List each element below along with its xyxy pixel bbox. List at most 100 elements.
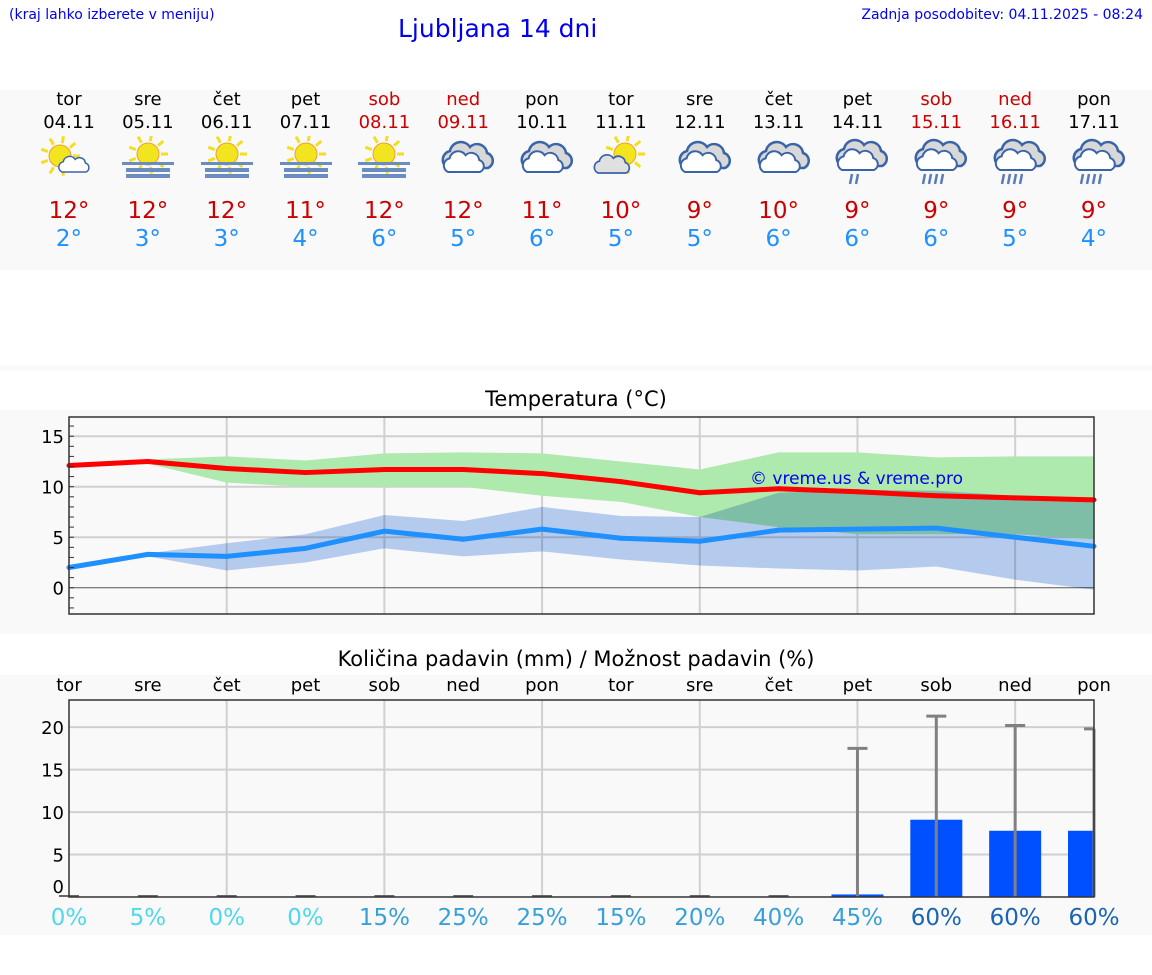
day-max-temp: 10° bbox=[600, 198, 642, 224]
day-weekday: čet bbox=[212, 89, 241, 110]
min-temp-segment bbox=[460, 526, 545, 542]
day-max-temp: 12° bbox=[442, 198, 484, 224]
day-max-temp: 10° bbox=[758, 198, 799, 224]
x-tick-label: pon bbox=[525, 675, 559, 696]
spacer-panel bbox=[0, 365, 1152, 371]
max-temp-segment bbox=[697, 486, 782, 496]
min-temp-segment bbox=[539, 526, 624, 541]
min-temp-segment bbox=[1012, 534, 1097, 549]
day-weekday: pet bbox=[290, 89, 321, 110]
cloudy-icon bbox=[661, 136, 739, 186]
precip-chance-label: 60% bbox=[910, 905, 962, 931]
day-min-temp: 3° bbox=[213, 226, 240, 252]
day-max-temp: 12° bbox=[48, 198, 90, 224]
day-weekday: sre bbox=[134, 89, 162, 110]
precip-chance-label: 0% bbox=[208, 905, 245, 931]
precip-chance-label: 25% bbox=[437, 905, 489, 931]
day-date: 17.11 bbox=[1068, 112, 1120, 133]
day-date: 11.11 bbox=[595, 112, 647, 133]
day-max-temp: 9° bbox=[686, 198, 713, 224]
rain-icon bbox=[976, 136, 1054, 186]
min-temp-segment bbox=[145, 551, 230, 559]
x-tick-label: sob bbox=[368, 675, 401, 696]
max-temp-segment bbox=[776, 486, 860, 495]
day-weekday: sob bbox=[920, 89, 953, 110]
temperature-chart-title: Temperatura (°C) bbox=[485, 387, 667, 411]
day-max-temp: 12° bbox=[127, 198, 169, 224]
day-date: 10.11 bbox=[516, 112, 568, 133]
day-max-temp: 11° bbox=[285, 198, 326, 224]
sun-fog-icon bbox=[345, 134, 423, 186]
day-min-temp: 5° bbox=[607, 226, 634, 252]
max-temp-segment bbox=[539, 471, 624, 485]
min-temp-segment bbox=[776, 526, 860, 533]
partly-sunny-icon bbox=[30, 136, 108, 186]
cloudy-icon bbox=[740, 136, 818, 186]
light-rain-icon bbox=[818, 136, 896, 186]
precip-chance-label: 15% bbox=[358, 905, 410, 931]
max-temp-segment bbox=[224, 466, 309, 476]
max-temp-segment bbox=[145, 458, 230, 472]
precip-chance-label: 40% bbox=[753, 905, 805, 931]
min-temp-segment bbox=[66, 551, 151, 571]
day-max-temp: 9° bbox=[1002, 198, 1029, 224]
min-temp-segment bbox=[854, 525, 939, 532]
day-max-temp: 11° bbox=[521, 198, 563, 224]
precip-chance-label: 60% bbox=[1068, 905, 1120, 931]
min-temp-segment bbox=[618, 535, 703, 544]
precip-chance-label: 5% bbox=[129, 905, 167, 931]
last-updated: Zadnja posodobitev: 04.11.2025 - 08:24 bbox=[861, 7, 1143, 23]
max-temp-segment bbox=[303, 467, 387, 476]
x-tick-label: sre bbox=[134, 675, 162, 696]
day-weekday: pet bbox=[842, 89, 873, 110]
forecast-panel bbox=[0, 90, 1152, 270]
day-date: 14.11 bbox=[831, 112, 884, 133]
max-temp-segment bbox=[618, 479, 703, 496]
sun-fog-icon bbox=[188, 134, 266, 186]
min-temp-segment bbox=[697, 527, 782, 544]
max-temp-segment bbox=[66, 458, 151, 468]
day-min-temp: 5° bbox=[686, 226, 713, 252]
min-temp-segment bbox=[933, 525, 1018, 540]
day-min-temp: 4° bbox=[292, 226, 319, 252]
day-date: 07.11 bbox=[279, 112, 332, 133]
day-weekday: sob bbox=[368, 89, 401, 110]
x-tick-label: tor bbox=[56, 675, 82, 696]
x-tick-label: sre bbox=[686, 675, 714, 696]
precip-chance-label: 15% bbox=[595, 905, 647, 931]
day-min-temp: 6° bbox=[528, 226, 556, 252]
min-temp-segment bbox=[381, 528, 466, 542]
max-temp-segment bbox=[933, 493, 1018, 501]
x-tick-label: pet bbox=[842, 675, 873, 696]
day-min-temp: 4° bbox=[1080, 226, 1108, 252]
x-tick-label: pet bbox=[290, 675, 321, 696]
day-min-temp: 3° bbox=[134, 226, 161, 252]
rain-icon bbox=[897, 136, 975, 186]
day-date: 04.11 bbox=[43, 112, 95, 133]
x-tick-label: tor bbox=[608, 675, 634, 696]
y-tick-label: 5 bbox=[53, 528, 64, 549]
y-tick-label: 0 bbox=[53, 579, 64, 600]
precip-chance-label: 25% bbox=[516, 905, 568, 931]
x-tick-label: čet bbox=[212, 675, 241, 696]
precipitation-chart-title: Količina padavin (mm) / Možnost padavin … bbox=[337, 647, 815, 671]
y-tick-label: 15 bbox=[41, 427, 64, 448]
page-title: Ljubljana 14 dni bbox=[398, 14, 598, 43]
day-min-temp: 6° bbox=[923, 226, 950, 252]
watermark: © vreme.us & vreme.pro bbox=[750, 469, 963, 489]
day-date: 16.11 bbox=[989, 112, 1041, 133]
precip-chance-label: 45% bbox=[831, 905, 884, 931]
min-temp-band bbox=[69, 489, 1094, 590]
partly-cloudy-icon bbox=[582, 134, 660, 186]
day-weekday: ned bbox=[998, 89, 1033, 110]
rain-icon bbox=[1055, 136, 1133, 186]
day-weekday: sre bbox=[686, 89, 714, 110]
day-min-temp: 6° bbox=[844, 226, 871, 252]
min-temp-segment bbox=[303, 528, 387, 551]
location-hint: (kraj lahko izberete v meniju) bbox=[9, 7, 215, 23]
precip-chance-label: 0% bbox=[50, 905, 88, 931]
day-max-temp: 9° bbox=[844, 198, 871, 224]
day-date: 13.11 bbox=[752, 112, 805, 133]
plot-frame bbox=[68, 416, 1095, 615]
